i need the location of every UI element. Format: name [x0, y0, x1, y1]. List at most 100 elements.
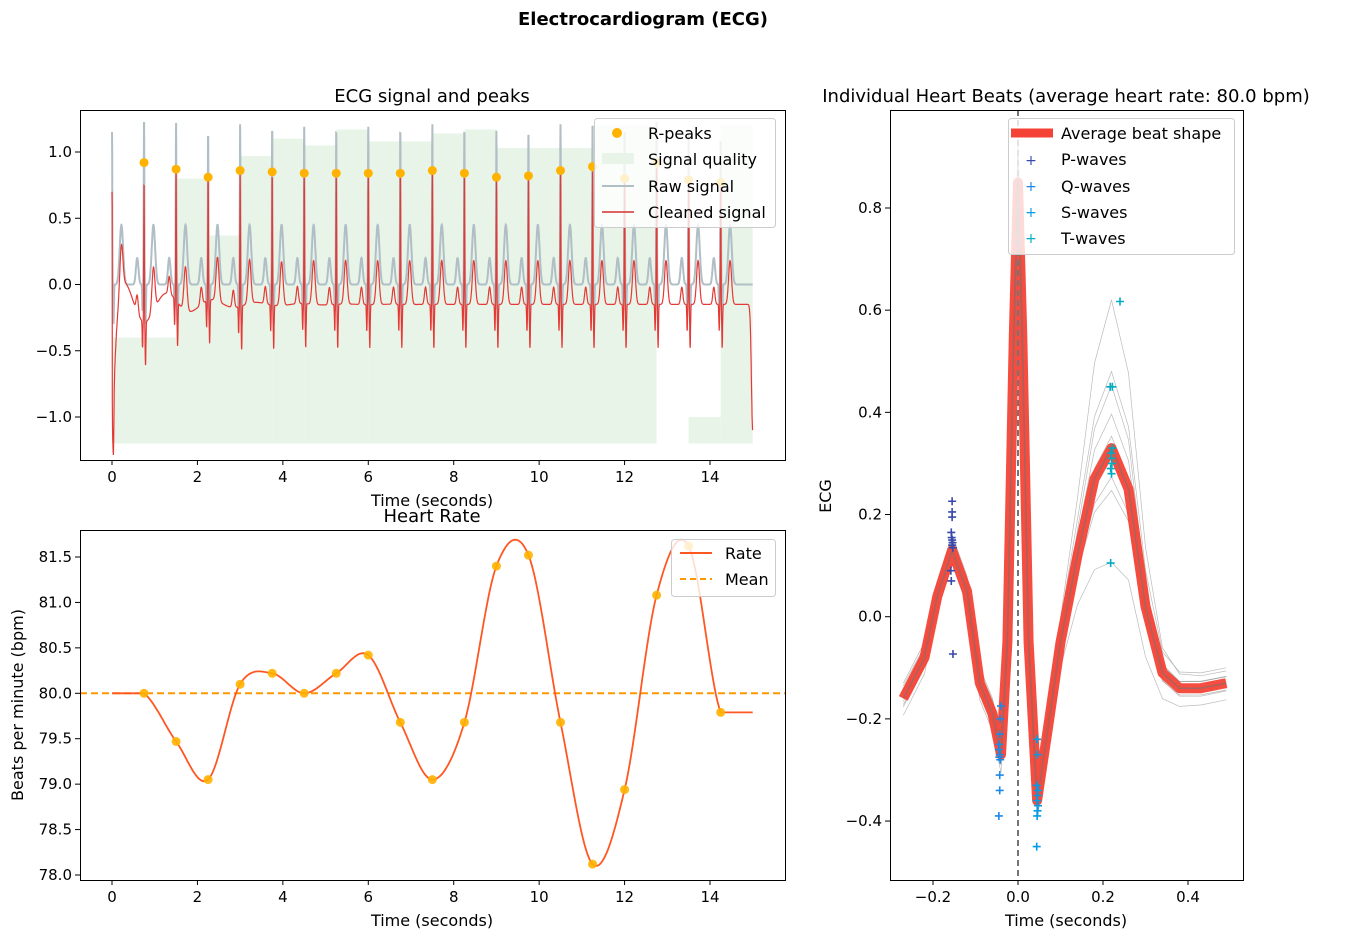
ecg-plot-area: [111, 122, 754, 456]
legend-mean: Mean: [725, 570, 769, 589]
legend-s: S-waves: [1061, 203, 1127, 222]
x-tick-label: 0.0: [1006, 888, 1030, 906]
rate-point: [299, 688, 309, 698]
legend-p-marker: +: [1025, 153, 1037, 169]
t-wave-marker: [1116, 297, 1124, 306]
legend-q-marker: +: [1025, 179, 1037, 195]
legend-average: Average beat shape: [1061, 124, 1221, 143]
x-tick-label: 0: [107, 468, 117, 486]
t-wave-marker: [1108, 382, 1117, 391]
x-tick-label: 0: [107, 888, 117, 906]
legend-p: P-waves: [1061, 150, 1127, 169]
r-peak-marker: [491, 172, 501, 182]
q-wave-marker: [996, 755, 1005, 764]
signal-quality-step: [336, 129, 369, 444]
r-peak-marker: [235, 166, 245, 176]
rate-point: [395, 717, 405, 727]
x-tick-label: 12: [615, 888, 634, 906]
q-wave-marker: [996, 714, 1005, 723]
legend-s-marker: +: [1025, 205, 1037, 221]
r-peak-marker: [331, 168, 341, 178]
s-wave-marker: [1033, 811, 1042, 820]
q-wave-marker: [995, 730, 1004, 739]
beats-axes-frame: [890, 110, 1244, 881]
ecg-ticks: 0 2 4 6 8 10 12 14 −1.0 −0.5 0.0 0.5 1.0: [36, 143, 720, 486]
x-tick-label: 4: [278, 888, 288, 906]
y-tick-label: 79.0: [39, 775, 72, 793]
x-tick-label: −0.2: [915, 888, 951, 906]
rate-point: [427, 775, 437, 785]
q-wave-marker: [995, 786, 1004, 795]
y-tick-label: 81.5: [39, 548, 72, 566]
raw-signal-line: [111, 122, 753, 325]
t-wave-marker: [1107, 459, 1116, 468]
hr-xlabel: Time (seconds): [370, 911, 493, 930]
rate-point: [620, 785, 630, 795]
legend-q: Q-waves: [1061, 177, 1130, 196]
p-wave-marker: [948, 543, 957, 552]
legend-t: T-waves: [1060, 229, 1126, 248]
rate-point: [363, 650, 373, 660]
hr-plot-area: [80, 538, 785, 869]
y-tick-label: 0.4: [858, 403, 882, 421]
r-peak-marker: [171, 164, 181, 174]
y-tick-label: 1.0: [48, 143, 72, 161]
x-tick-label: 2: [193, 468, 203, 486]
rate-point: [459, 717, 469, 727]
figure-title: Electrocardiogram (ECG): [518, 9, 768, 30]
y-tick-label: 0.2: [858, 506, 882, 524]
q-wave-marker: [997, 702, 1005, 711]
rate-point: [267, 668, 277, 678]
rate-point: [491, 561, 501, 571]
rate-point: [203, 775, 213, 785]
s-wave-marker: [1032, 842, 1041, 851]
ecg-axes-frame: [80, 110, 786, 461]
individual-beat-line: [902, 182, 1227, 801]
rate-point: [523, 550, 533, 560]
rate-point: [556, 717, 565, 727]
q-wave-marker: [995, 771, 1004, 780]
legend-t-marker: +: [1025, 231, 1037, 247]
q-wave-marker: [994, 745, 1003, 754]
s-wave-marker: [1033, 750, 1042, 759]
x-tick-label: 0.4: [1176, 888, 1200, 906]
beat-core-line: [902, 182, 1227, 801]
rate-line: [112, 538, 753, 867]
x-tick-label: 0.2: [1091, 888, 1115, 906]
y-tick-label: 78.5: [39, 821, 72, 839]
r-peak-marker: [203, 172, 213, 182]
x-tick-label: 6: [364, 468, 374, 486]
x-tick-label: 8: [449, 888, 459, 906]
y-tick-label: 0.0: [858, 608, 882, 626]
y-tick-label: 0.6: [858, 301, 882, 319]
r-peak-marker: [299, 168, 309, 178]
average-beat-line: [898, 177, 1228, 806]
y-tick-label: 80.0: [39, 684, 72, 702]
hr-ylabel: Beats per minute (bpm): [8, 609, 27, 801]
s-wave-marker: [1032, 781, 1041, 790]
x-tick-label: 14: [700, 468, 719, 486]
hr-panel-title: Heart Rate: [383, 506, 480, 527]
r-peak-marker: [556, 166, 565, 176]
y-tick-label: 81.0: [39, 593, 72, 611]
x-tick-label: 6: [364, 888, 374, 906]
x-tick-label: 2: [193, 888, 203, 906]
signal-quality-step: [272, 138, 305, 444]
beats-legend: Average beat shape + P-waves + Q-waves +…: [1008, 118, 1235, 255]
x-tick-label: 10: [530, 468, 549, 486]
p-wave-marker: [946, 566, 955, 575]
t-wave-marker: [1107, 469, 1116, 478]
y-tick-label: 0.0: [48, 276, 72, 294]
legend-quality-swatch: [602, 153, 634, 164]
rate-point: [171, 736, 181, 746]
t-wave-marker: [1106, 559, 1115, 568]
legend-raw: Raw signal: [648, 177, 734, 196]
ecg-legend: R-peaks Signal quality Raw signal Cleane…: [594, 118, 776, 228]
signal-quality-step: [112, 337, 177, 444]
y-tick-label: 79.5: [39, 730, 72, 748]
x-tick-label: 8: [449, 468, 459, 486]
rate-point: [139, 688, 149, 698]
y-tick-label: 78.0: [39, 866, 72, 884]
hr-axes-frame: [80, 530, 786, 881]
legend-quality: Signal quality: [648, 150, 757, 169]
